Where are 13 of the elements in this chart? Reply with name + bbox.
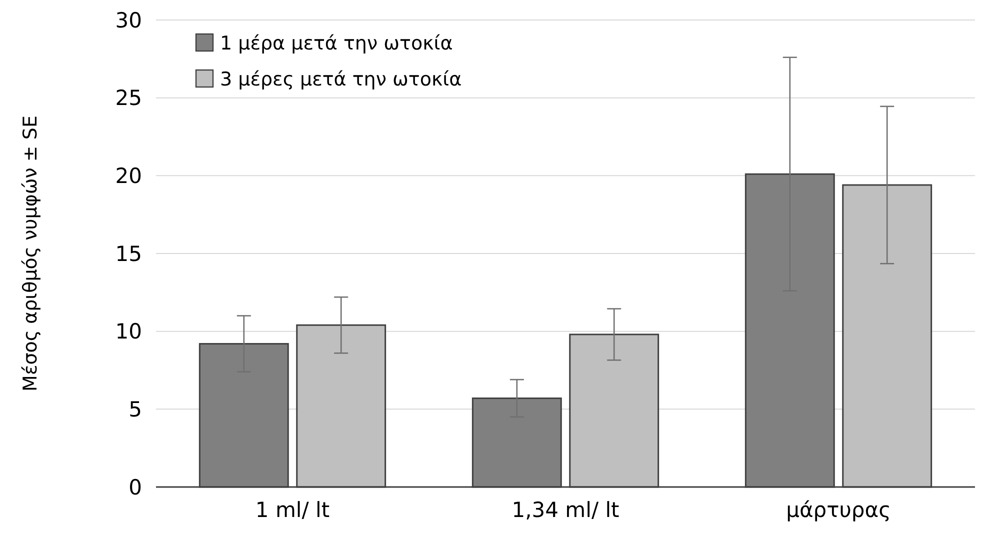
y-tick-label: 10 xyxy=(115,320,142,344)
x-tick-label: 1 ml/ lt xyxy=(255,498,330,522)
y-tick-label: 25 xyxy=(115,86,142,110)
legend-label: 3 μέρες μετά την ωτοκία xyxy=(220,68,462,91)
x-tick-label: μάρτυρας xyxy=(786,498,891,522)
x-tick-label: 1,34 ml/ lt xyxy=(512,498,620,522)
y-tick-label: 20 xyxy=(115,164,142,188)
y-tick-label: 0 xyxy=(128,475,142,500)
y-tick-label: 30 xyxy=(115,8,142,32)
y-axis-title: Μέσος αριθμός νυμφών ± SE xyxy=(20,116,42,392)
y-tick-label: 15 xyxy=(115,242,142,266)
y-tick-label: 5 xyxy=(128,398,142,422)
legend-label: 1 μέρα μετά την ωτοκία xyxy=(220,32,453,55)
